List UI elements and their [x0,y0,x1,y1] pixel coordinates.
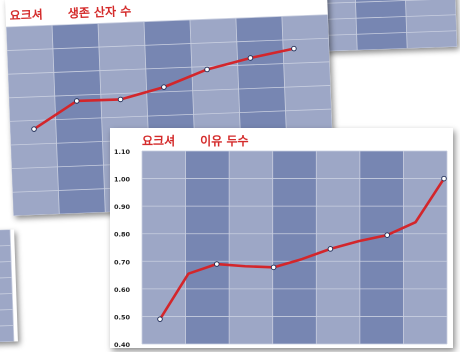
live-births-data-point [161,84,167,90]
live-births-data-point [247,55,254,61]
background-left-gridline [0,261,12,264]
live-births-data-point [117,96,124,103]
background-chart-left [0,229,15,343]
background-left-gridline [0,229,11,232]
live-births-gridline [7,61,330,75]
chart-title-weaned: 요크셔 이유 두수 [142,134,249,148]
background-chart-card-left [0,229,18,343]
background-left-gridline [9,229,15,342]
weaned-column-band [403,151,447,344]
background-left-gridline [0,245,11,248]
background-right-gridline [306,14,457,21]
weaned-y-tick-label: 0.80 [114,231,131,239]
live-births-gridline [8,85,331,99]
weaned-data-point [214,261,220,267]
weaned-column-band [185,151,230,344]
live-births-gridline [9,108,332,122]
background-right-column-band [354,0,408,51]
weaned-y-tick-label: 0.70 [114,258,131,266]
background-left-gridline [0,293,13,296]
weaned-y-tick-label: 0.40 [114,341,131,348]
weaned-column-band [229,151,273,344]
live-births-gridline [5,26,14,216]
weaned-column-band [359,151,404,344]
weaned-y-tick-label: 1.10 [114,148,131,156]
background-right-gridline [305,0,456,5]
weaned-data-point [441,175,447,182]
live-births-data-point [291,45,297,52]
background-left-gridline [0,325,14,328]
live-births-data-point [31,126,37,132]
background-right-gridline [354,0,358,51]
live-births-data-point [74,98,80,104]
weaned-data-point [327,246,334,252]
weaned-y-tick-label: 1.00 [114,176,131,184]
background-left-column-band [0,229,14,343]
line-chart-weaned: 1.10 1.00 0.90 0.80 0.70 0.60 0.50 0.40 [114,148,448,348]
background-right-gridline [454,0,458,47]
background-right-gridline [404,0,408,49]
weaned-data-point [384,232,390,238]
weaned-y-tick-label: 0.90 [114,203,131,211]
background-right-column-band [404,0,458,49]
live-births-gridline [6,14,328,28]
background-left-gridline [0,277,12,280]
background-right-gridline [306,30,457,37]
weaned-column-band [272,151,317,344]
live-births-data-point [204,66,210,73]
weaned-y-tick-label: 0.60 [114,286,131,294]
weaned-data-point [157,316,163,322]
weaned-series-line [158,177,446,320]
background-left-gridline [0,341,14,343]
background-left-gridline [0,309,13,312]
live-births-gridline [51,25,60,215]
weaned-y-tick-label: 0.50 [114,313,131,321]
weaned-data-point [270,264,277,271]
background-right-gridline [307,46,458,52]
live-births-gridline [6,37,329,51]
live-births-gridline [97,23,106,213]
chart-card-weaned: 요크셔 이유 두수 1.10 1.00 0.90 0.80 0.70 0.60 0.50 0.… [110,128,453,348]
